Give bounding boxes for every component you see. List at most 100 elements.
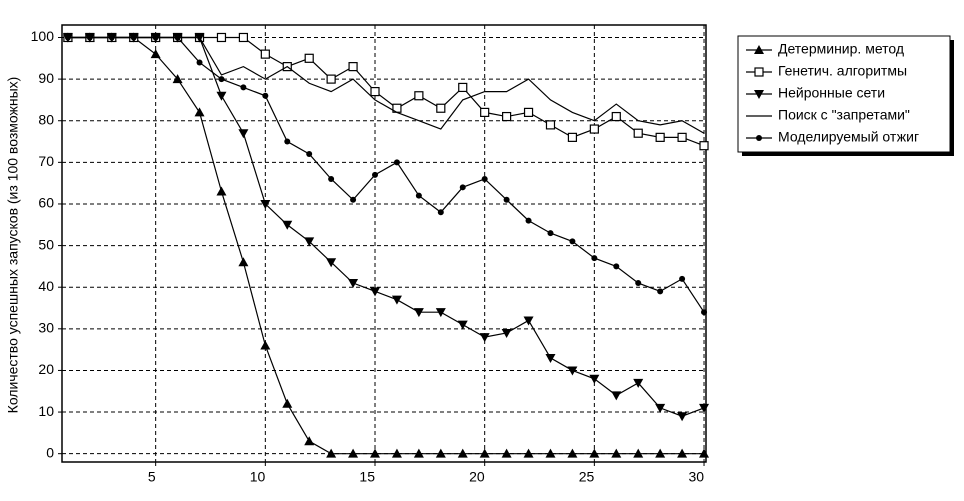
marker [326,74,336,84]
marker [633,128,643,138]
marker [523,107,534,118]
marker [306,151,313,158]
marker [501,328,512,338]
marker [479,333,490,343]
legend-box [737,35,951,153]
marker [655,403,666,413]
marker [591,255,598,262]
marker [370,448,381,458]
x-tick-label: 10 [250,469,266,485]
marker [699,141,709,151]
marker [457,320,468,330]
marker [393,159,400,166]
marker [196,59,203,66]
marker [304,237,315,247]
y-tick-label: 50 [38,236,54,252]
marker [437,209,444,216]
marker [370,287,381,297]
marker [172,74,183,84]
marker [633,448,644,458]
marker [699,448,710,458]
marker [635,280,642,287]
marker [413,308,424,318]
marker [699,403,710,413]
marker [326,258,337,268]
marker [479,448,490,458]
marker [372,171,379,178]
y-tick-label: 100 [31,28,55,44]
marker [64,34,71,41]
marker [350,196,357,203]
marker [130,34,137,41]
marker [326,448,337,458]
x-tick-label: 20 [469,469,485,485]
series-line [67,36,705,455]
marker [413,448,424,458]
marker [282,398,293,408]
marker [348,448,359,458]
y-tick-label: 70 [38,153,54,169]
marker [545,353,556,363]
y-tick-label: 80 [38,111,54,127]
marker [754,67,764,77]
marker [328,175,335,182]
y-tick-label: 60 [38,195,54,211]
marker [282,220,293,230]
marker [459,184,466,191]
marker [657,288,664,295]
legend-label: Нейронные сети [778,85,885,101]
y-tick-label: 40 [38,278,54,294]
marker [86,34,93,41]
marker [260,340,271,350]
marker [523,316,534,326]
marker [633,378,644,388]
marker [567,366,578,376]
marker [611,448,622,458]
marker [545,448,556,458]
marker [260,199,271,209]
marker [677,132,687,142]
marker [458,82,468,93]
marker [567,448,578,458]
marker [150,49,161,59]
marker [679,275,686,282]
marker [655,132,665,142]
marker [260,49,270,59]
y-tick-label: 10 [38,403,54,419]
marker [545,120,556,130]
marker [480,107,490,118]
marker [238,257,249,267]
plot-area [61,24,707,463]
marker [174,34,181,41]
marker [391,448,402,458]
marker [414,91,424,101]
marker [370,86,380,97]
marker [655,448,666,458]
marker [262,92,269,99]
legend-label: Генетич. алгоритмы [778,63,907,79]
marker [589,448,600,458]
marker [435,448,446,458]
marker [756,135,762,141]
marker [589,374,600,384]
x-tick-label: 15 [359,469,375,485]
marker [152,34,159,41]
marker [677,448,688,458]
marker [216,186,227,196]
marker [523,448,534,458]
y-tick-label: 20 [38,361,54,377]
legend-label: Поиск с "запретами" [778,107,910,123]
marker [194,107,205,117]
marker [754,45,764,54]
y-tick-label: 0 [46,444,54,460]
marker [611,391,622,401]
y-tick-label: 30 [38,320,54,336]
marker [589,124,599,134]
marker [547,230,554,237]
marker [435,308,446,318]
legend: Детерминир. метод Генетич. алгоритмы Нейро… [737,35,951,153]
marker [391,295,402,305]
x-tick-label: 30 [688,469,704,485]
